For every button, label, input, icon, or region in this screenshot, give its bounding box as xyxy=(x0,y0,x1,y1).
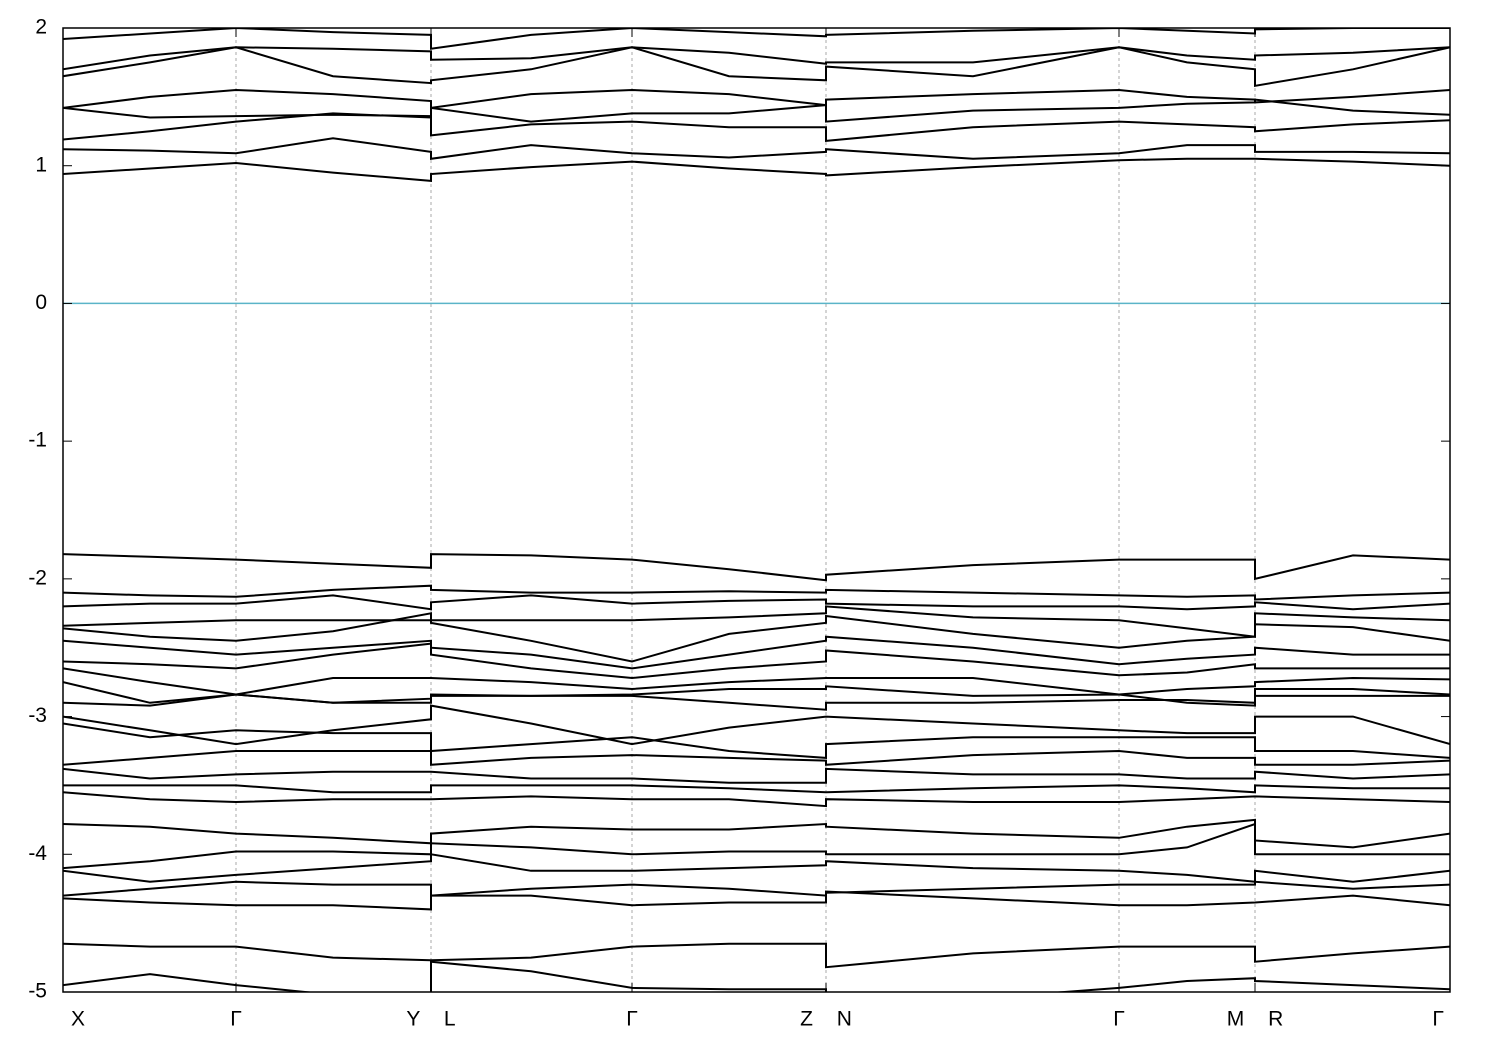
labels: 2 1 0 -1 -2 -3 -4 -5 X Γ Y L Γ Z N Γ M R Γ xyxy=(28,16,1451,1031)
band-line xyxy=(63,137,1450,160)
x-tick-label: X xyxy=(71,1008,85,1031)
x-tick-label: M R xyxy=(1227,1008,1284,1031)
plot-frame xyxy=(62,27,1451,993)
band-line xyxy=(63,612,1450,663)
band-line xyxy=(63,46,1450,87)
band-line xyxy=(63,818,1450,849)
y-tick-label: -3 xyxy=(28,704,47,727)
band-line xyxy=(63,853,1450,883)
band-line xyxy=(63,157,1450,182)
band-line xyxy=(63,88,1450,110)
grid xyxy=(63,28,1450,992)
band-line xyxy=(63,960,1450,992)
band-line xyxy=(63,46,1450,71)
band-line xyxy=(63,704,1450,746)
band-line xyxy=(63,553,1450,582)
bands xyxy=(63,28,1450,992)
band-line xyxy=(63,822,1450,870)
band-line xyxy=(63,594,1450,611)
x-tick-label: Γ xyxy=(1432,1008,1444,1031)
y-tick-label: -5 xyxy=(28,980,47,1003)
y-tick-label: -1 xyxy=(28,429,47,452)
band-line xyxy=(63,667,1450,696)
band-line xyxy=(63,942,1450,969)
band-line xyxy=(63,112,1450,142)
band-line xyxy=(63,635,1450,670)
band-line xyxy=(63,28,1450,50)
x-tick-label: Γ xyxy=(1113,1008,1125,1031)
y-tick-label: -4 xyxy=(28,842,47,865)
x-tick-label: Z N xyxy=(800,1008,852,1031)
y-tick-label: 1 xyxy=(35,153,47,176)
y-tick-label: 0 xyxy=(35,291,47,314)
x-tick-label: Γ xyxy=(626,1008,638,1031)
band-line xyxy=(63,767,1450,784)
band-line xyxy=(63,890,1450,911)
x-tick-label: Γ xyxy=(230,1008,242,1031)
y-tick-label: 2 xyxy=(35,16,47,39)
band-line xyxy=(63,584,1450,601)
band-line xyxy=(63,722,1450,759)
band-line xyxy=(63,642,1450,680)
band-line xyxy=(63,605,1450,638)
band-line xyxy=(63,749,1450,766)
band-line xyxy=(63,784,1450,794)
band-line xyxy=(63,693,1450,711)
x-tick-label: Y L xyxy=(406,1008,455,1031)
y-tick-label: -2 xyxy=(28,566,47,589)
band-line xyxy=(63,880,1450,897)
band-line xyxy=(63,791,1450,808)
